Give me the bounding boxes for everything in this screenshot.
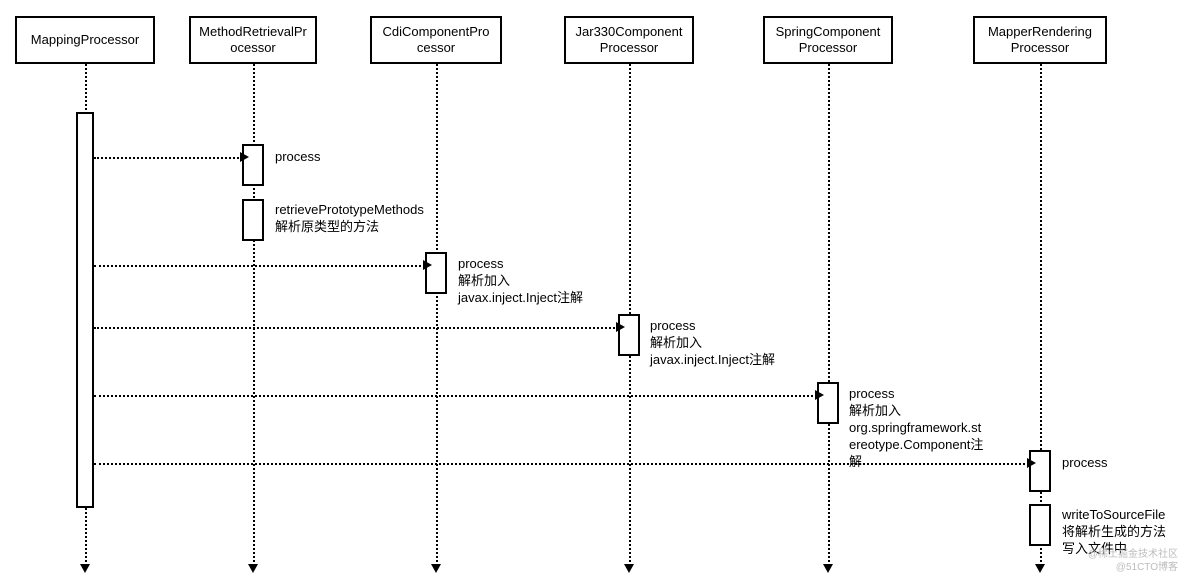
message-arrowhead <box>240 152 249 162</box>
lifeline-end-arrow <box>624 564 634 573</box>
activation-a3 <box>425 252 447 294</box>
participant-p4: SpringComponent Processor <box>763 16 893 64</box>
message-line <box>94 463 1029 465</box>
participant-p3: Jar330Component Processor <box>564 16 694 64</box>
activation-a0 <box>76 112 94 508</box>
lifeline-end-arrow <box>248 564 258 573</box>
message-line <box>94 265 425 267</box>
message-label: process 解析加入 org.springframework.st ereo… <box>849 386 983 470</box>
participant-label: MethodRetrievalPr ocessor <box>199 24 307 57</box>
participant-label: Jar330Component Processor <box>576 24 683 57</box>
activation-a2 <box>242 199 264 241</box>
participant-label: MapperRendering Processor <box>988 24 1092 57</box>
lifeline-end-arrow <box>1035 564 1045 573</box>
activation-a7 <box>1029 504 1051 546</box>
lifeline-end-arrow <box>431 564 441 573</box>
participant-label: SpringComponent Processor <box>776 24 881 57</box>
message-label: process <box>1062 455 1108 472</box>
lifeline-end-arrow <box>823 564 833 573</box>
message-arrowhead <box>423 260 432 270</box>
activation-a5 <box>817 382 839 424</box>
participant-p5: MapperRendering Processor <box>973 16 1107 64</box>
watermark-line1: @稀土掘金技术社区 <box>1088 549 1178 560</box>
message-label: process <box>275 149 321 166</box>
lifeline-end-arrow <box>80 564 90 573</box>
message-arrowhead <box>815 390 824 400</box>
participant-p2: CdiComponentPro cessor <box>370 16 502 64</box>
activation-a1 <box>242 144 264 186</box>
message-arrowhead <box>616 322 625 332</box>
lifeline-p4 <box>828 64 830 566</box>
message-label: process 解析加入 javax.inject.Inject注解 <box>650 318 775 369</box>
message-line <box>94 157 242 159</box>
watermark-line2: @51CTO博客 <box>1116 562 1178 573</box>
activation-a4 <box>618 314 640 356</box>
lifeline-p1 <box>253 64 255 566</box>
participant-p1: MethodRetrievalPr ocessor <box>189 16 317 64</box>
watermark: @稀土掘金技术社区 @51CTO博客 <box>1088 548 1178 574</box>
message-label: process 解析加入 javax.inject.Inject注解 <box>458 256 583 307</box>
lifeline-p2 <box>436 64 438 566</box>
message-line <box>94 327 618 329</box>
message-line <box>94 395 817 397</box>
message-label: retrievePrototypeMethods 解析原类型的方法 <box>275 202 424 236</box>
participant-p0: MappingProcessor <box>15 16 155 64</box>
activation-a6 <box>1029 450 1051 492</box>
participant-label: CdiComponentPro cessor <box>383 24 490 57</box>
participant-label: MappingProcessor <box>31 32 139 48</box>
message-arrowhead <box>1027 458 1036 468</box>
